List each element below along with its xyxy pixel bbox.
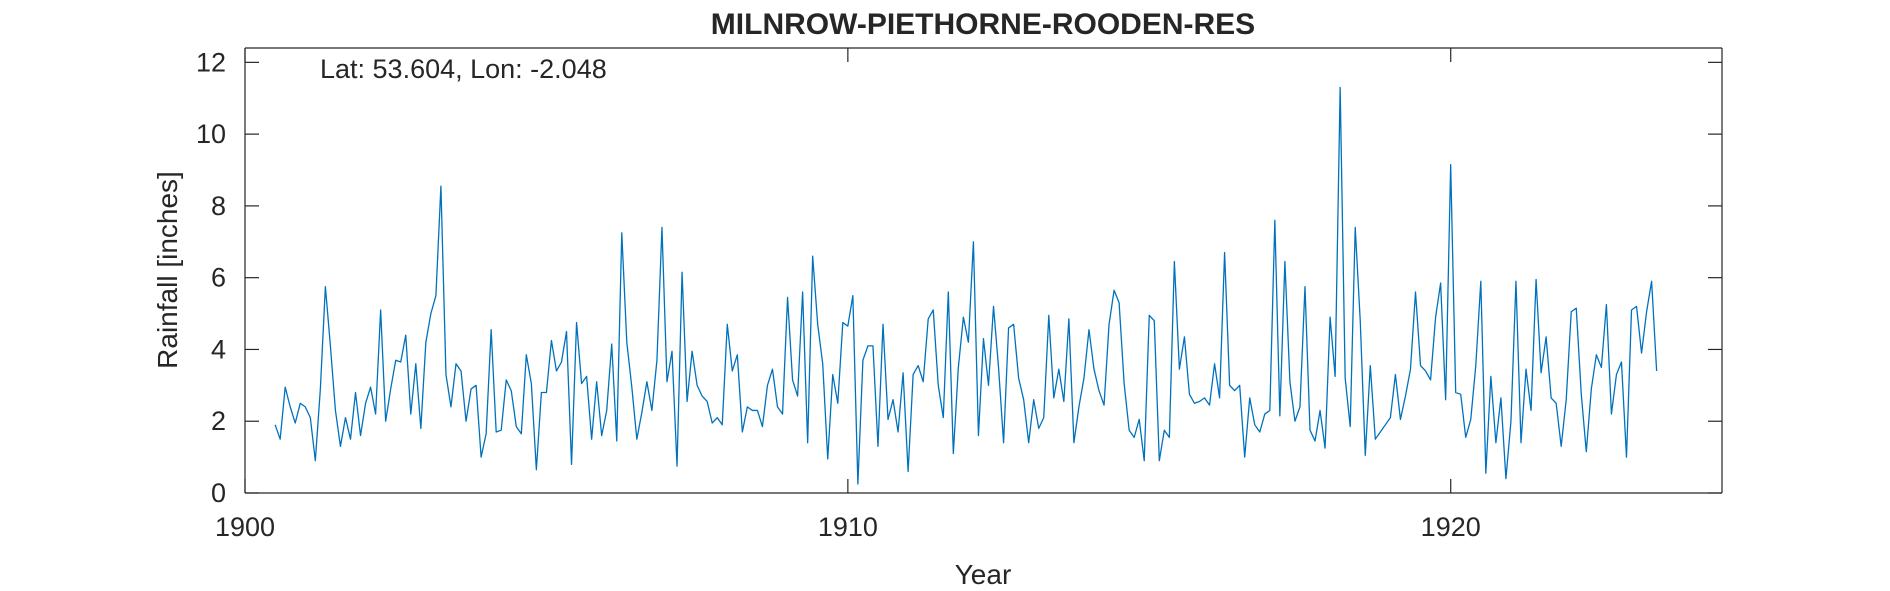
y-tick-label: 0	[211, 478, 226, 508]
x-axis-label: Year	[955, 559, 1012, 590]
location-annotation: Lat: 53.604, Lon: -2.048	[320, 54, 607, 84]
y-tick-label: 6	[211, 263, 226, 293]
y-tick-label: 4	[211, 334, 226, 364]
x-tick-label: 1910	[818, 512, 878, 542]
y-axis-label: Rainfall [inches]	[152, 171, 183, 369]
x-tick-label: 1900	[215, 512, 275, 542]
plot-area	[245, 48, 1722, 493]
chart-title: MILNROW-PIETHORNE-ROODEN-RES	[711, 8, 1255, 41]
y-tick-label: 2	[211, 406, 226, 436]
series-layer	[274, 86, 1658, 485]
x-tick-label: 1920	[1421, 512, 1481, 542]
y-tick-label: 12	[196, 47, 226, 77]
y-axis: 0 2 4 6 8 10 12	[196, 47, 1722, 508]
y-tick-label: 10	[196, 119, 226, 149]
x-axis: 1900 1910 1920	[215, 48, 1481, 542]
y-tick-label: 8	[211, 191, 226, 221]
axes-box	[244, 47, 1723, 494]
rainfall-series-line	[274, 86, 1658, 485]
